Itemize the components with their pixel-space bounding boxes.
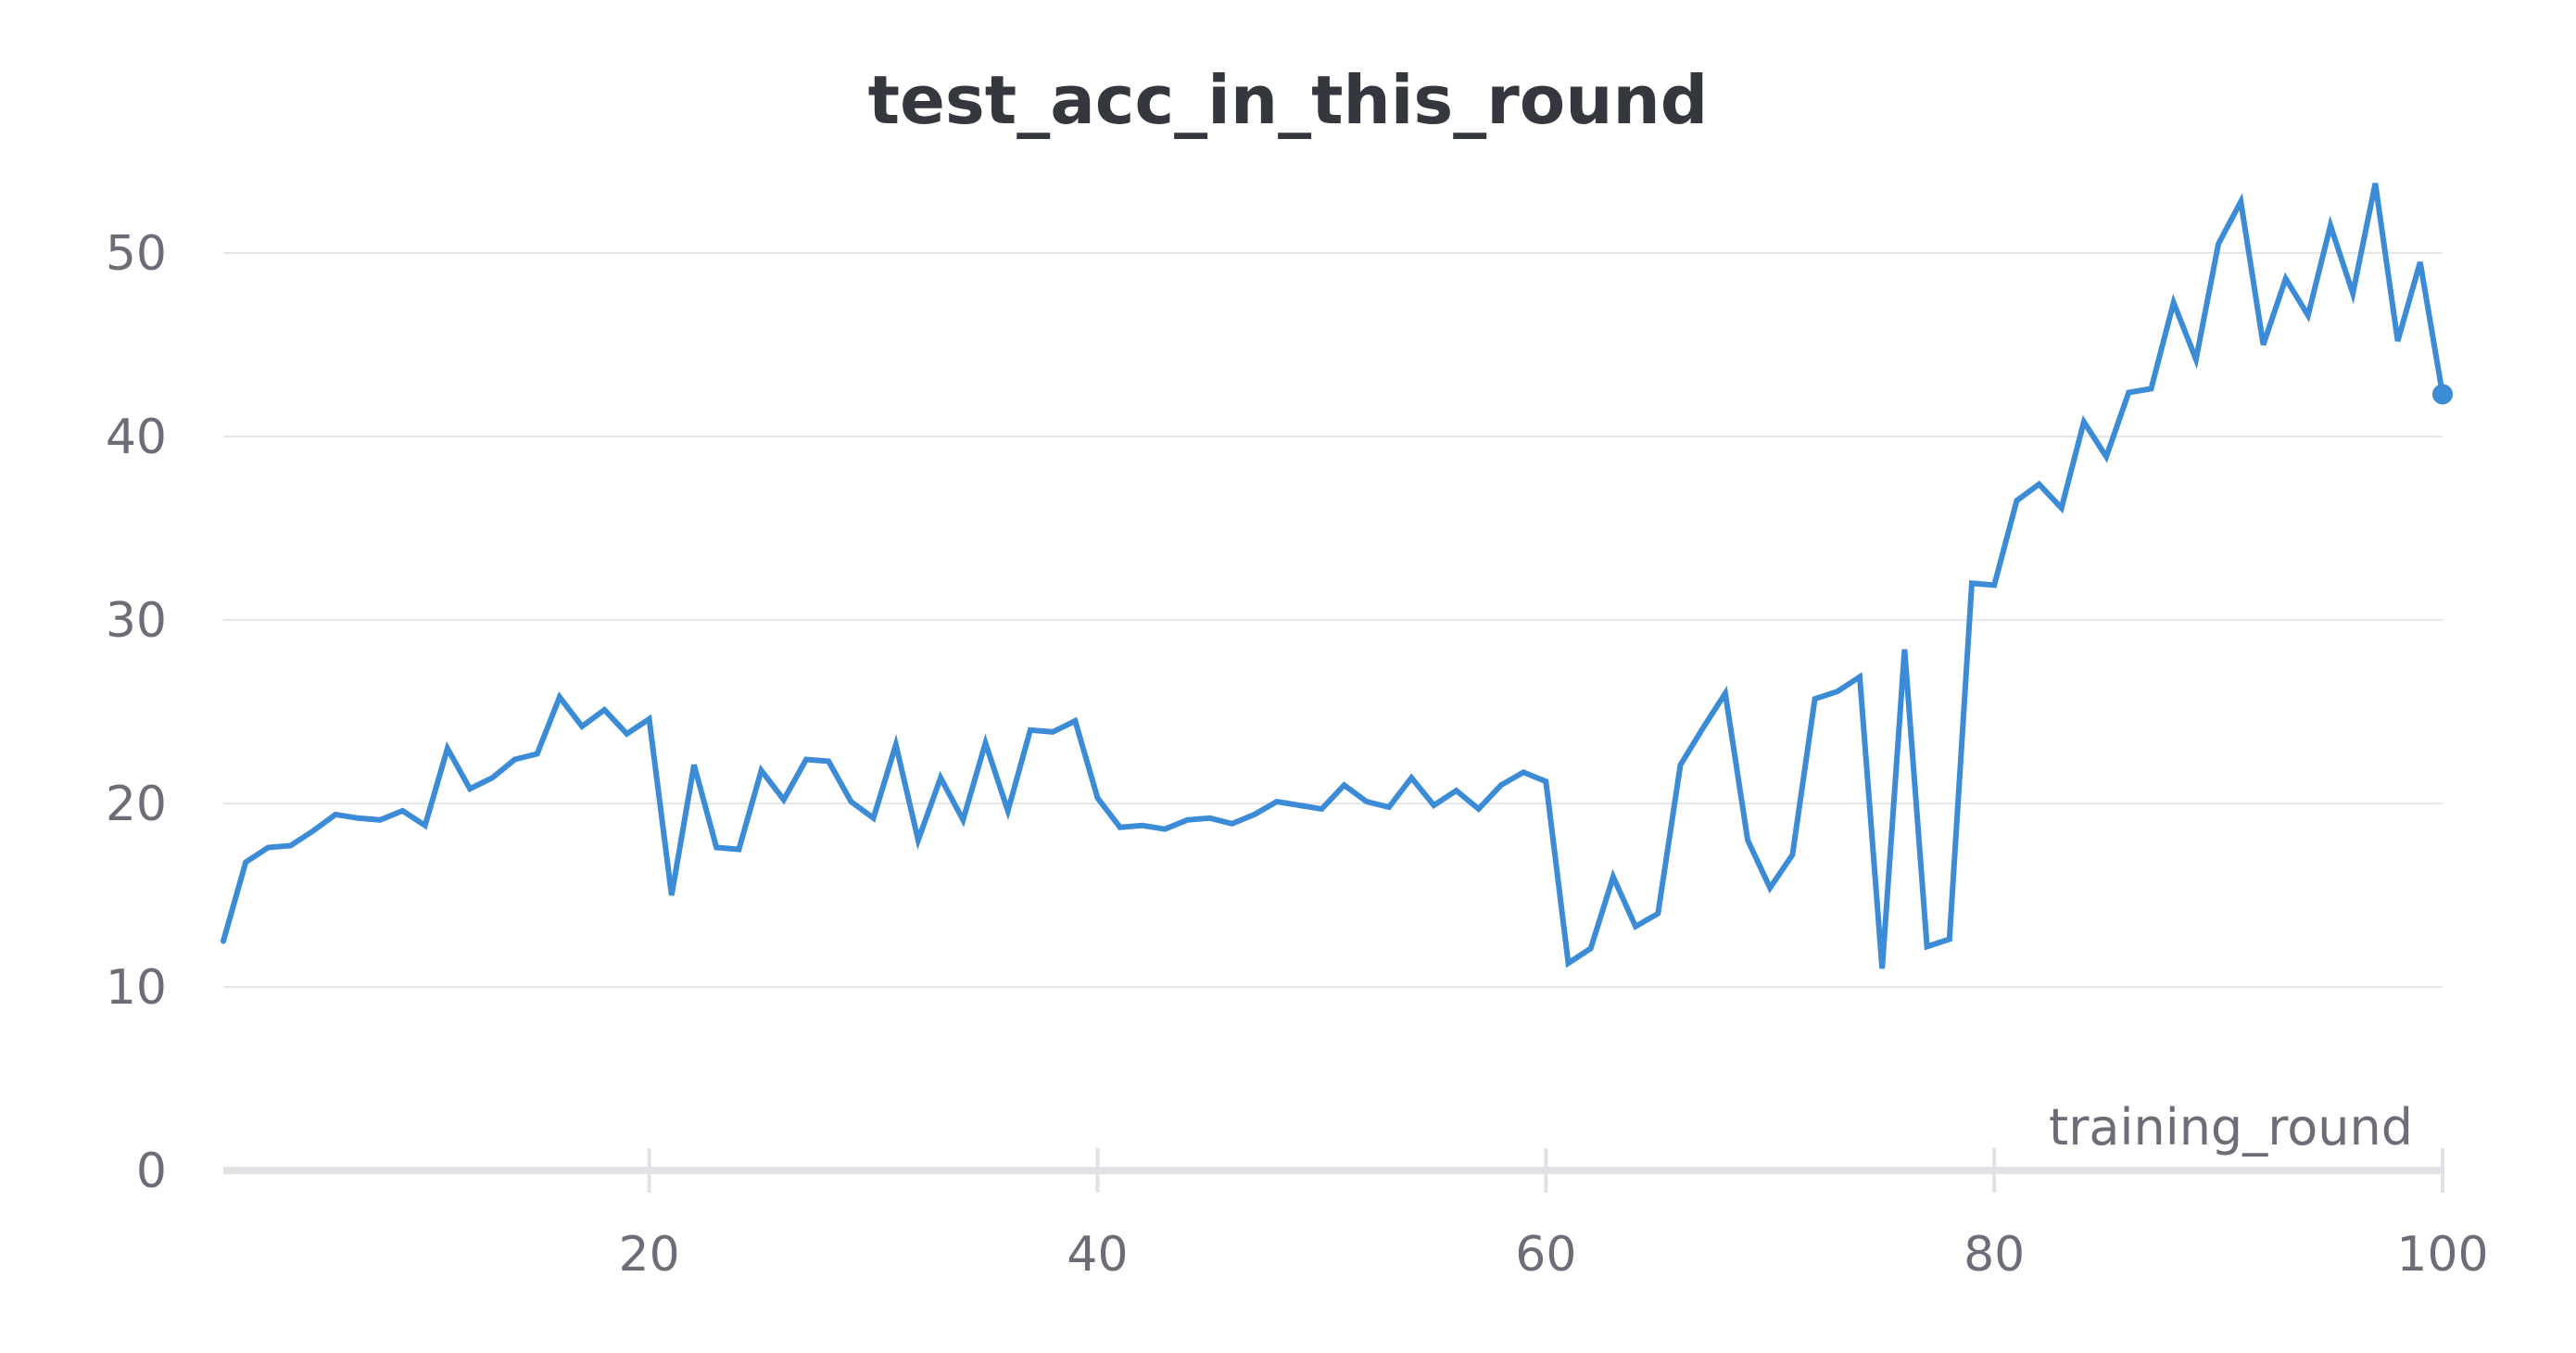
x-axis: 20 40 60 80 100 — [223, 1148, 2489, 1283]
x-tick-label: 40 — [1067, 1227, 1128, 1283]
x-axis-title: training_round — [2049, 1098, 2413, 1157]
y-tick-label: 0 — [136, 1144, 167, 1199]
x-tick-label: 60 — [1515, 1227, 1576, 1283]
y-tick-label: 10 — [106, 960, 167, 1016]
x-tick-label: 100 — [2396, 1227, 2488, 1283]
x-tick-label: 80 — [1964, 1227, 2025, 1283]
y-tick-label: 40 — [106, 410, 167, 465]
chart-title: test_acc_in_this_round — [867, 61, 1709, 139]
y-tick-label: 30 — [106, 593, 167, 649]
series-line — [221, 183, 2445, 969]
series-layer — [221, 183, 2453, 969]
y-tick-label: 50 — [106, 226, 167, 282]
series-endpoint-marker[interactable] — [2432, 384, 2453, 405]
y-axis: 0 10 20 30 40 50 — [106, 226, 167, 1199]
x-tick-label: 20 — [619, 1227, 680, 1283]
grid-lines — [223, 252, 2443, 988]
y-tick-label: 20 — [106, 777, 167, 832]
